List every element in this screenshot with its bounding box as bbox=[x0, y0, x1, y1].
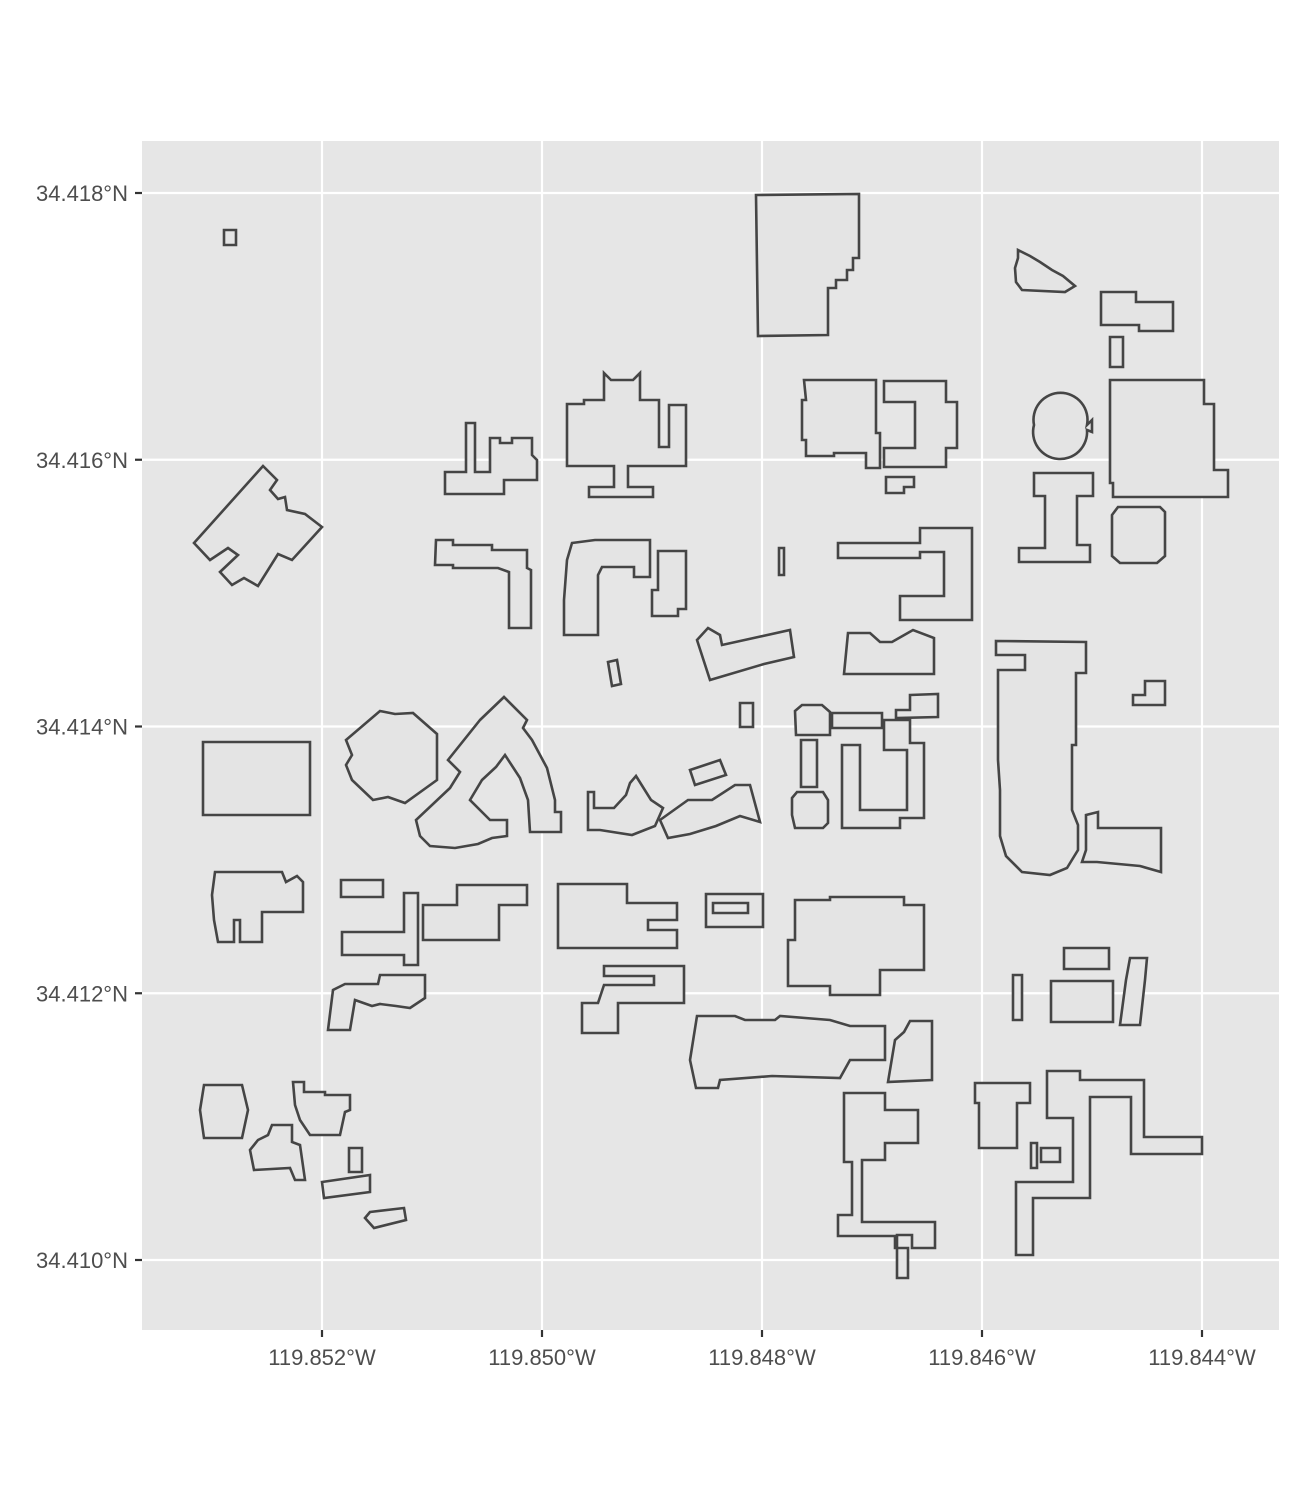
building bbox=[777, 546, 786, 577]
building bbox=[790, 790, 830, 830]
building bbox=[222, 228, 238, 247]
building bbox=[1014, 1069, 1204, 1257]
building bbox=[973, 1081, 1032, 1150]
building bbox=[291, 1080, 352, 1137]
building bbox=[326, 973, 427, 1032]
building bbox=[882, 379, 959, 469]
building bbox=[443, 421, 539, 496]
building bbox=[994, 639, 1088, 877]
building bbox=[688, 1014, 887, 1090]
building bbox=[793, 703, 832, 737]
building bbox=[363, 1206, 408, 1230]
building bbox=[1049, 979, 1115, 1024]
building bbox=[198, 1083, 250, 1140]
building bbox=[433, 538, 533, 630]
building-footprints bbox=[192, 192, 1230, 1280]
building bbox=[1080, 810, 1163, 874]
building bbox=[695, 626, 796, 682]
building bbox=[840, 718, 926, 830]
x-tick-label: 119.846°W bbox=[928, 1345, 1036, 1370]
building bbox=[556, 882, 679, 950]
x-tick-label: 119.852°W bbox=[268, 1345, 376, 1370]
y-tick-label: 34.412°N bbox=[36, 981, 128, 1006]
building bbox=[884, 475, 916, 495]
building bbox=[658, 783, 762, 840]
building bbox=[688, 758, 728, 787]
building bbox=[894, 692, 940, 720]
building bbox=[210, 870, 305, 944]
x-tick-label: 119.848°W bbox=[708, 1345, 816, 1370]
building bbox=[1011, 973, 1024, 1022]
building bbox=[1039, 1146, 1062, 1164]
x-axis: 119.852°W 119.850°W 119.848°W 119.846°W 119.… bbox=[268, 1330, 1256, 1370]
building bbox=[836, 526, 974, 622]
x-tick-label: 119.850°W bbox=[488, 1345, 596, 1370]
building bbox=[562, 538, 652, 637]
building bbox=[754, 192, 861, 338]
building bbox=[414, 695, 563, 850]
building bbox=[339, 878, 385, 899]
building bbox=[1062, 946, 1111, 971]
building bbox=[1029, 1141, 1039, 1170]
building bbox=[1031, 391, 1094, 461]
building bbox=[1118, 956, 1149, 1027]
building bbox=[704, 892, 765, 929]
y-tick-label: 34.410°N bbox=[36, 1248, 128, 1273]
building bbox=[1099, 290, 1175, 333]
building bbox=[1017, 471, 1095, 564]
y-tick-label: 34.416°N bbox=[36, 448, 128, 473]
building bbox=[830, 711, 884, 730]
building bbox=[606, 658, 623, 688]
building bbox=[842, 628, 936, 676]
building bbox=[192, 464, 324, 588]
building bbox=[1013, 247, 1078, 294]
building bbox=[201, 740, 312, 817]
building bbox=[836, 1091, 937, 1280]
building bbox=[347, 1146, 364, 1174]
building bbox=[565, 369, 688, 499]
building bbox=[1131, 679, 1167, 707]
building bbox=[580, 964, 686, 1035]
building bbox=[800, 378, 882, 470]
y-tick-label: 34.418°N bbox=[36, 181, 128, 206]
building bbox=[1108, 335, 1125, 369]
y-axis: 34.418°N 34.416°N 34.414°N 34.412°N 34.410°N bbox=[36, 181, 142, 1273]
building bbox=[344, 709, 439, 805]
building bbox=[650, 549, 688, 618]
building bbox=[320, 1173, 372, 1200]
building bbox=[886, 1019, 934, 1084]
building bbox=[738, 701, 755, 729]
building bbox=[786, 895, 926, 997]
building bbox=[799, 738, 819, 789]
building bbox=[340, 891, 420, 967]
building bbox=[248, 1123, 307, 1182]
building bbox=[1110, 505, 1167, 565]
y-tick-label: 34.414°N bbox=[36, 715, 128, 740]
building bbox=[421, 883, 529, 942]
x-tick-label: 119.844°W bbox=[1148, 1345, 1256, 1370]
building bbox=[586, 773, 665, 837]
building bbox=[1108, 378, 1230, 499]
